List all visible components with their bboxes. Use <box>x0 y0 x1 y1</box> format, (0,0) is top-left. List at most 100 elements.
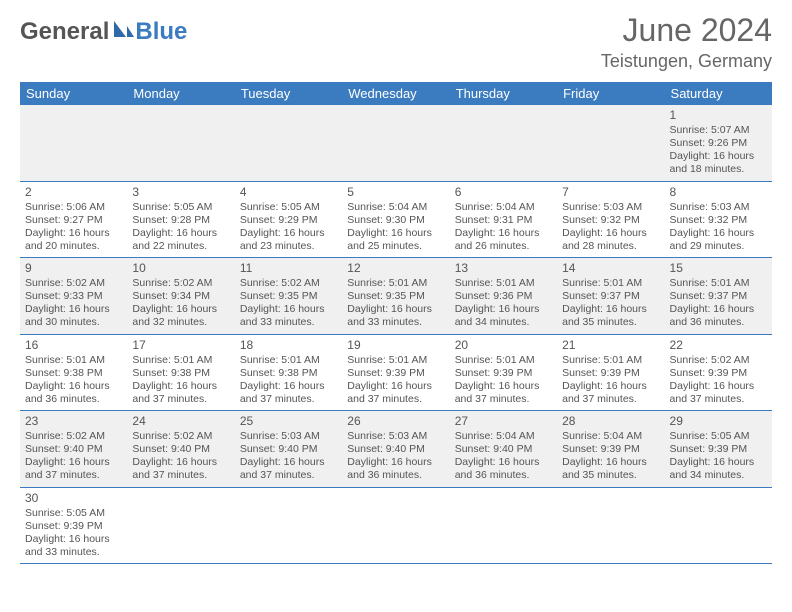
day-day2: and 30 minutes. <box>25 316 122 329</box>
day-sunset: Sunset: 9:39 PM <box>562 443 659 456</box>
day-day2: and 37 minutes. <box>562 393 659 406</box>
day-day2: and 28 minutes. <box>562 240 659 253</box>
day-number: 12 <box>347 261 444 276</box>
day-number: 19 <box>347 338 444 353</box>
day-number: 16 <box>25 338 122 353</box>
day-day2: and 37 minutes. <box>455 393 552 406</box>
day-sunset: Sunset: 9:33 PM <box>25 290 122 303</box>
day-day1: Daylight: 16 hours <box>455 227 552 240</box>
day-number: 15 <box>670 261 767 276</box>
day-day1: Daylight: 16 hours <box>132 303 229 316</box>
day-sunrise: Sunrise: 5:02 AM <box>132 277 229 290</box>
day-day2: and 20 minutes. <box>25 240 122 253</box>
day-number: 21 <box>562 338 659 353</box>
location: Teistungen, Germany <box>601 51 772 72</box>
day-day1: Daylight: 16 hours <box>132 380 229 393</box>
calendar-day-cell: 2Sunrise: 5:06 AMSunset: 9:27 PMDaylight… <box>20 181 127 258</box>
calendar-day-cell: 22Sunrise: 5:02 AMSunset: 9:39 PMDayligh… <box>665 334 772 411</box>
calendar-day-cell: 5Sunrise: 5:04 AMSunset: 9:30 PMDaylight… <box>342 181 449 258</box>
day-day1: Daylight: 16 hours <box>455 303 552 316</box>
day-number: 9 <box>25 261 122 276</box>
day-number: 1 <box>670 108 767 123</box>
day-sunset: Sunset: 9:38 PM <box>25 367 122 380</box>
day-sunset: Sunset: 9:37 PM <box>562 290 659 303</box>
day-day1: Daylight: 16 hours <box>132 227 229 240</box>
day-number: 11 <box>240 261 337 276</box>
calendar-day-cell <box>235 105 342 181</box>
calendar-day-cell <box>557 487 664 564</box>
day-sunrise: Sunrise: 5:02 AM <box>132 430 229 443</box>
calendar-day-cell: 18Sunrise: 5:01 AMSunset: 9:38 PMDayligh… <box>235 334 342 411</box>
day-sunset: Sunset: 9:34 PM <box>132 290 229 303</box>
calendar-day-cell: 17Sunrise: 5:01 AMSunset: 9:38 PMDayligh… <box>127 334 234 411</box>
day-day1: Daylight: 16 hours <box>562 380 659 393</box>
day-number: 23 <box>25 414 122 429</box>
day-day2: and 34 minutes. <box>455 316 552 329</box>
day-sunset: Sunset: 9:31 PM <box>455 214 552 227</box>
day-sunrise: Sunrise: 5:02 AM <box>25 277 122 290</box>
day-sunrise: Sunrise: 5:01 AM <box>455 354 552 367</box>
day-sunrise: Sunrise: 5:02 AM <box>240 277 337 290</box>
calendar-week-row: 16Sunrise: 5:01 AMSunset: 9:38 PMDayligh… <box>20 334 772 411</box>
day-day1: Daylight: 16 hours <box>25 303 122 316</box>
weekday-header: Thursday <box>450 82 557 105</box>
day-day2: and 35 minutes. <box>562 469 659 482</box>
day-sunrise: Sunrise: 5:04 AM <box>347 201 444 214</box>
day-sunset: Sunset: 9:32 PM <box>670 214 767 227</box>
day-sunrise: Sunrise: 5:05 AM <box>25 507 122 520</box>
weekday-header: Tuesday <box>235 82 342 105</box>
weekday-header: Sunday <box>20 82 127 105</box>
calendar-day-cell: 28Sunrise: 5:04 AMSunset: 9:39 PMDayligh… <box>557 411 664 488</box>
day-day2: and 36 minutes. <box>455 469 552 482</box>
calendar-day-cell: 27Sunrise: 5:04 AMSunset: 9:40 PMDayligh… <box>450 411 557 488</box>
header: General Blue June 2024 Teistungen, Germa… <box>20 12 772 72</box>
day-sunrise: Sunrise: 5:03 AM <box>240 430 337 443</box>
day-number: 10 <box>132 261 229 276</box>
day-number: 30 <box>25 491 122 506</box>
day-number: 6 <box>455 185 552 200</box>
sail-icon <box>112 18 134 46</box>
calendar-day-cell <box>235 487 342 564</box>
day-sunset: Sunset: 9:27 PM <box>25 214 122 227</box>
day-day1: Daylight: 16 hours <box>455 380 552 393</box>
day-sunset: Sunset: 9:39 PM <box>562 367 659 380</box>
day-sunrise: Sunrise: 5:01 AM <box>240 354 337 367</box>
day-day1: Daylight: 16 hours <box>240 456 337 469</box>
calendar-day-cell: 7Sunrise: 5:03 AMSunset: 9:32 PMDaylight… <box>557 181 664 258</box>
day-sunset: Sunset: 9:39 PM <box>25 520 122 533</box>
day-sunset: Sunset: 9:40 PM <box>347 443 444 456</box>
calendar-day-cell: 25Sunrise: 5:03 AMSunset: 9:40 PMDayligh… <box>235 411 342 488</box>
calendar-day-cell: 9Sunrise: 5:02 AMSunset: 9:33 PMDaylight… <box>20 258 127 335</box>
calendar-day-cell: 30Sunrise: 5:05 AMSunset: 9:39 PMDayligh… <box>20 487 127 564</box>
day-day2: and 37 minutes. <box>347 393 444 406</box>
day-day1: Daylight: 16 hours <box>240 380 337 393</box>
calendar-day-cell <box>342 105 449 181</box>
calendar-day-cell: 11Sunrise: 5:02 AMSunset: 9:35 PMDayligh… <box>235 258 342 335</box>
calendar-week-row: 9Sunrise: 5:02 AMSunset: 9:33 PMDaylight… <box>20 258 772 335</box>
day-number: 7 <box>562 185 659 200</box>
day-number: 28 <box>562 414 659 429</box>
calendar-day-cell: 21Sunrise: 5:01 AMSunset: 9:39 PMDayligh… <box>557 334 664 411</box>
day-sunset: Sunset: 9:38 PM <box>240 367 337 380</box>
day-number: 20 <box>455 338 552 353</box>
day-day2: and 25 minutes. <box>347 240 444 253</box>
day-day1: Daylight: 16 hours <box>562 227 659 240</box>
calendar-day-cell <box>450 487 557 564</box>
day-day2: and 35 minutes. <box>562 316 659 329</box>
day-day2: and 36 minutes. <box>25 393 122 406</box>
brand-name-1: General <box>20 18 109 46</box>
day-sunrise: Sunrise: 5:05 AM <box>132 201 229 214</box>
month-title: June 2024 <box>601 12 772 49</box>
day-sunset: Sunset: 9:28 PM <box>132 214 229 227</box>
weekday-header: Friday <box>557 82 664 105</box>
day-sunset: Sunset: 9:40 PM <box>240 443 337 456</box>
day-number: 29 <box>670 414 767 429</box>
day-sunrise: Sunrise: 5:01 AM <box>347 354 444 367</box>
day-day2: and 37 minutes. <box>132 469 229 482</box>
day-day1: Daylight: 16 hours <box>347 227 444 240</box>
brand-logo: General Blue <box>20 18 187 46</box>
day-sunrise: Sunrise: 5:03 AM <box>670 201 767 214</box>
calendar-day-cell <box>342 487 449 564</box>
day-day1: Daylight: 16 hours <box>25 456 122 469</box>
calendar-day-cell: 19Sunrise: 5:01 AMSunset: 9:39 PMDayligh… <box>342 334 449 411</box>
